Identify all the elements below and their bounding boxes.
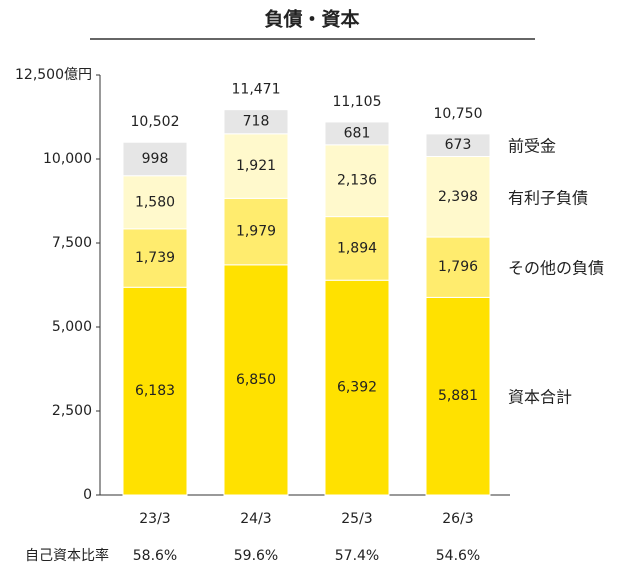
x-tick-label: 23/3 [139, 511, 170, 527]
data-label: 681 [344, 125, 371, 141]
data-label: 718 [243, 114, 270, 130]
data-label: 6,392 [337, 380, 377, 396]
data-label: 1,580 [135, 194, 175, 210]
bar-segment [122, 141, 188, 177]
y-tick-label: 10,000 [43, 151, 92, 167]
bar-segment [324, 121, 390, 146]
y-tick-label: 12,500億円 [15, 67, 92, 83]
data-label: 2,136 [337, 173, 377, 189]
ratio-value: 54.6% [436, 548, 480, 564]
data-label: 1,894 [337, 240, 377, 256]
bar-segment [425, 133, 491, 157]
y-tick-label: 5,000 [52, 319, 92, 335]
data-label: 1,921 [236, 158, 276, 174]
data-label: 2,398 [438, 189, 478, 205]
ratio-value: 58.6% [133, 548, 177, 564]
data-label: 1,979 [236, 224, 276, 240]
bar-segment [223, 264, 289, 496]
x-tick-label: 26/3 [442, 511, 473, 527]
x-tick-label: 25/3 [341, 511, 372, 527]
x-tick-label: 24/3 [240, 511, 271, 527]
bar-segment [324, 216, 390, 281]
data-label: 6,183 [135, 383, 175, 399]
bar-segment [425, 296, 491, 496]
legend-label: 有利子負債 [508, 188, 588, 207]
y-tick-label: 2,500 [52, 403, 92, 419]
total-label: 10,750 [434, 106, 483, 122]
ratio-value: 59.6% [234, 548, 278, 564]
total-label: 10,502 [131, 114, 180, 130]
y-tick-label: 7,500 [52, 235, 92, 251]
data-label: 1,796 [438, 259, 478, 275]
data-label: 6,850 [236, 372, 276, 388]
y-tick-label: 0 [83, 487, 92, 503]
bar-segment [223, 109, 289, 135]
bar-segment [425, 155, 491, 238]
data-label: 673 [445, 137, 472, 153]
bar-segment [122, 228, 188, 288]
bar-segment [223, 197, 289, 266]
data-label: 1,739 [135, 250, 175, 266]
legend-label: 資本合計 [508, 388, 572, 407]
total-label: 11,471 [232, 82, 281, 98]
bar-segment [425, 236, 491, 298]
chart-title: 負債・資本 [264, 8, 359, 31]
data-label: 5,881 [438, 388, 478, 404]
legend-label: 前受金 [508, 137, 556, 156]
total-label: 11,105 [333, 94, 382, 110]
data-label: 998 [142, 151, 169, 167]
legend-label: その他の負債 [508, 259, 604, 278]
bar-segment [122, 286, 188, 496]
ratio-value: 57.4% [335, 548, 379, 564]
bar-segment [324, 279, 390, 496]
ratio-label: 自己資本比率 [25, 547, 109, 564]
